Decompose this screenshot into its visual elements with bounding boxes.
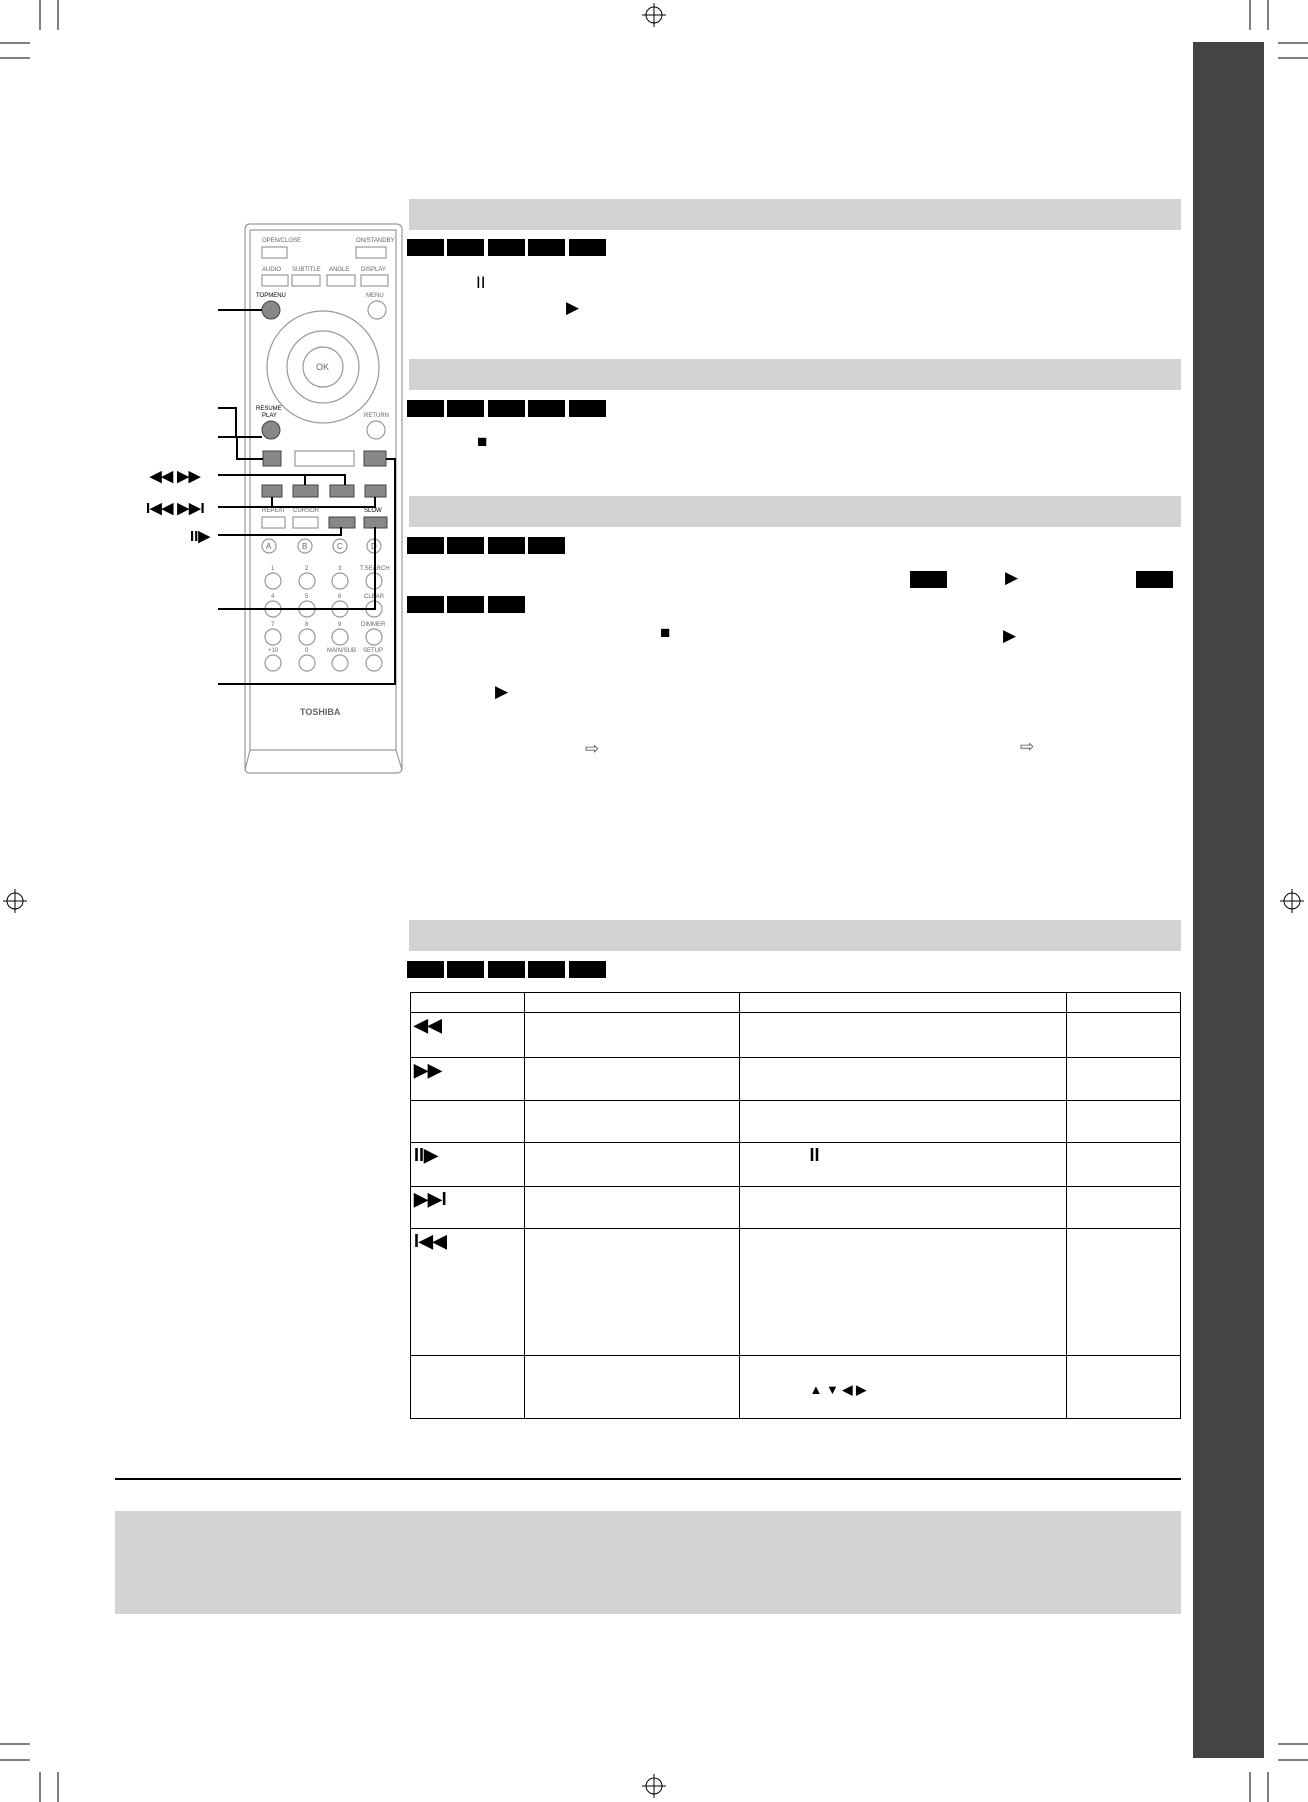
- svg-text:B: B: [302, 542, 307, 551]
- chapter-sidebar-tab: [1193, 42, 1264, 1758]
- note-box: [115, 1511, 1181, 1614]
- svg-text:I◀◀ ▶▶I: I◀◀ ▶▶I: [146, 500, 205, 517]
- svg-text:8: 8: [305, 622, 309, 628]
- svg-text:RETURN: RETURN: [364, 413, 389, 419]
- table-row: ◀◀: [410, 1012, 1181, 1058]
- svg-text:II▶: II▶: [190, 528, 211, 545]
- svg-text:2: 2: [305, 566, 309, 572]
- play-icon: ▶: [495, 682, 509, 701]
- section-header-pause: [409, 199, 1181, 230]
- svg-text:SETUP: SETUP: [363, 648, 383, 654]
- reference-arrow-icon: ⇨: [585, 739, 600, 758]
- section-header-stop: [409, 359, 1181, 390]
- abcd-buttons: [261, 538, 382, 554]
- stop-icon: ■: [477, 432, 488, 451]
- play-icon: ▶: [566, 298, 580, 317]
- svg-text:5: 5: [305, 594, 309, 600]
- slow-button: [363, 516, 388, 529]
- svg-text:REPEAT: REPEAT: [262, 508, 286, 514]
- table-row: [410, 1100, 1181, 1143]
- svg-text:6: 6: [338, 594, 342, 600]
- svg-text:C: C: [337, 542, 343, 551]
- svg-text:MENU: MENU: [366, 293, 384, 299]
- svg-text:OPEN/CLOSE: OPEN/CLOSE: [262, 238, 301, 244]
- svg-text:ON/STANDBY: ON/STANDBY: [356, 238, 395, 244]
- reference-arrow-icon: ⇨: [1020, 737, 1035, 756]
- svg-text:9: 9: [338, 622, 342, 628]
- svg-text:DISPLAY: DISPLAY: [361, 267, 386, 273]
- remote-control-illustration: OPEN/CLOSE ON/STANDBY AUDIO SUBTITLE ANGLE D…: [146, 223, 403, 774]
- svg-text:ANGLE: ANGLE: [329, 267, 349, 273]
- step-button: [328, 516, 356, 529]
- svg-text:SUBTITLE: SUBTITLE: [292, 267, 321, 273]
- pause-button: [262, 450, 282, 467]
- svg-text:◀◀ ▶▶: ◀◀ ▶▶: [149, 468, 202, 485]
- play-icon: ▶: [1003, 626, 1017, 645]
- section-header-special-playback: [409, 920, 1181, 951]
- svg-text:PLAY: PLAY: [262, 413, 277, 419]
- svg-text:AUDIO: AUDIO: [262, 267, 281, 273]
- svg-text:SLOW: SLOW: [364, 508, 382, 514]
- section-header-resume: [409, 496, 1181, 527]
- table-row: II▶ II: [410, 1142, 1181, 1187]
- table-row: ▲ ▼ ◀ ▶: [410, 1355, 1181, 1419]
- svg-text:7: 7: [271, 622, 275, 628]
- table-row: ▶▶: [410, 1057, 1181, 1101]
- table-row: ▶▶I: [410, 1186, 1181, 1229]
- pause-icon: II: [476, 273, 486, 292]
- play-icon: ▶: [1005, 568, 1019, 587]
- svg-text:4: 4: [271, 594, 275, 600]
- svg-text:0: 0: [305, 648, 309, 654]
- resume-play-button: [261, 420, 281, 440]
- svg-text:A: A: [266, 542, 272, 551]
- svg-text:TOPMENU: TOPMENU: [256, 293, 286, 299]
- svg-text:OK: OK: [316, 362, 329, 372]
- svg-text:RESUME: RESUME: [256, 406, 282, 412]
- svg-text:MAIN/SUB: MAIN/SUB: [327, 648, 356, 654]
- table-row: I◀◀: [410, 1228, 1181, 1356]
- top-menu-button: [261, 300, 281, 320]
- svg-text:CURSOR: CURSOR: [293, 508, 320, 514]
- divider: [115, 1478, 1181, 1480]
- stop-icon: ■: [660, 623, 671, 642]
- svg-text:1: 1: [271, 566, 275, 572]
- svg-text:3: 3: [338, 566, 342, 572]
- stop-button: [363, 450, 387, 467]
- svg-text:+10: +10: [268, 648, 279, 654]
- svg-text:DIMMER: DIMMER: [361, 622, 386, 628]
- brand-logo: TOSHIBA: [300, 707, 341, 717]
- playback-functions-table: ◀◀ ▶▶ II▶ II ▶▶I I◀◀ ▲ ▼ ◀ ▶: [410, 992, 1181, 1419]
- callout-lines: [218, 309, 396, 685]
